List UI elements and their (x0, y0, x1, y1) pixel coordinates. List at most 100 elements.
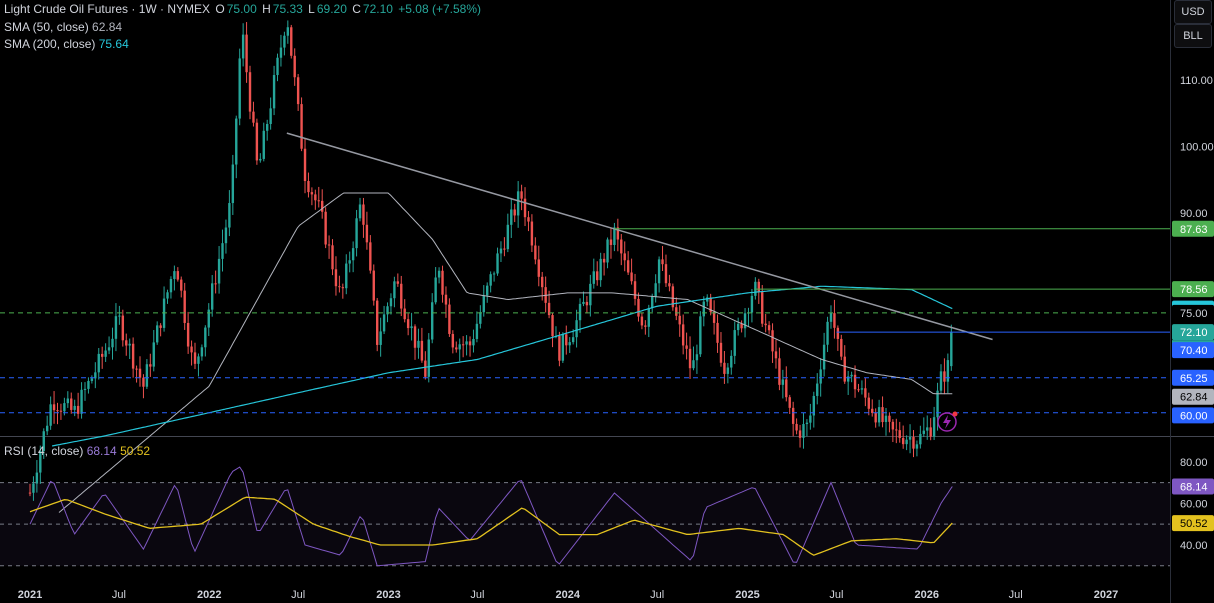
candle-body (283, 35, 286, 48)
candle (97, 348, 100, 380)
candle (496, 247, 499, 276)
lightning-icon-ring (937, 412, 957, 432)
candle-body (764, 323, 767, 326)
candle-body (149, 364, 152, 367)
candle (527, 211, 530, 232)
candle-body (871, 408, 874, 413)
candle-body (939, 371, 943, 391)
candle-body (809, 415, 812, 423)
candle-body (606, 239, 609, 263)
candle (231, 154, 235, 215)
candle (283, 31, 286, 56)
currency-button[interactable]: USD (1174, 0, 1212, 24)
candle-body (599, 258, 602, 281)
candle (369, 235, 372, 274)
candle-body (155, 325, 159, 343)
candle-body (87, 380, 90, 389)
candle-body (551, 315, 554, 337)
candle-body (324, 211, 327, 245)
x-tick-label: Jul (470, 589, 484, 601)
candle-body (76, 405, 80, 414)
candle (740, 320, 743, 333)
unit-button[interactable]: BLL (1174, 24, 1212, 48)
candle-body (131, 343, 135, 369)
candle-body (857, 389, 860, 391)
candle-body (42, 431, 45, 451)
sma200-legend[interactable]: SMA (200, close) 75.64 (4, 37, 129, 51)
candle (537, 245, 540, 287)
candle (87, 377, 90, 394)
rsi-label: RSI (14, close) (4, 444, 84, 458)
x-tick-label: Jul (650, 589, 664, 601)
candle (461, 336, 465, 358)
candle-body (781, 379, 785, 385)
low-label: L (308, 2, 315, 16)
candle (331, 239, 334, 276)
candle (303, 138, 307, 194)
candle (245, 22, 248, 83)
candle (190, 340, 193, 366)
candle-body (740, 323, 743, 329)
lightning-icon[interactable] (937, 411, 958, 432)
sma50-legend[interactable]: SMA (50, close) 62.84 (4, 20, 122, 34)
candle-body (228, 203, 231, 228)
candle (874, 408, 877, 428)
rsi-legend[interactable]: RSI (14, close) 68.14 50.52 (4, 444, 150, 458)
candle (620, 233, 623, 266)
candle (833, 299, 836, 339)
candle (781, 369, 785, 399)
candle-body (431, 302, 434, 340)
candle (389, 293, 393, 315)
candle-body (358, 204, 362, 219)
candle (486, 282, 489, 303)
candle (465, 335, 468, 356)
candle (520, 184, 523, 211)
candle (853, 365, 857, 398)
candle-body (166, 292, 169, 299)
candle-body (651, 296, 654, 309)
candle-body (623, 253, 626, 261)
candle-body (840, 338, 843, 357)
candle-body (406, 319, 410, 329)
candle (338, 275, 341, 293)
candle (76, 392, 80, 419)
candle (458, 338, 461, 362)
candle (121, 309, 125, 347)
candle-body (63, 403, 66, 412)
candle-body (417, 340, 420, 348)
candle-body (805, 422, 809, 425)
candle-body (104, 350, 107, 357)
candle-body (382, 314, 386, 332)
candle-body (152, 342, 155, 367)
candle (262, 122, 265, 162)
candle-body (946, 360, 950, 382)
candle-body (912, 437, 915, 449)
candle (193, 342, 197, 370)
candle (204, 325, 207, 357)
candles-group (28, 20, 953, 501)
candle-body (558, 336, 561, 361)
price-tick-label: 100.00 (1180, 141, 1214, 153)
candle (145, 359, 149, 390)
candle-body (709, 297, 712, 312)
candle (613, 222, 616, 252)
candle-body (413, 326, 417, 348)
candle (747, 307, 750, 327)
candle-body (582, 301, 585, 304)
candle (901, 425, 905, 449)
candle-body (506, 224, 510, 250)
candle-body (386, 306, 389, 315)
candle-body (767, 325, 771, 331)
candle-body (138, 368, 142, 378)
candle (592, 258, 595, 289)
candle-body (496, 253, 499, 274)
candle-body (527, 217, 530, 222)
candle-body (186, 322, 190, 347)
candle-body (32, 483, 35, 493)
candle-body (118, 315, 121, 317)
candle (42, 428, 45, 459)
candle (867, 392, 870, 416)
candle (235, 115, 238, 179)
candle (905, 435, 908, 451)
